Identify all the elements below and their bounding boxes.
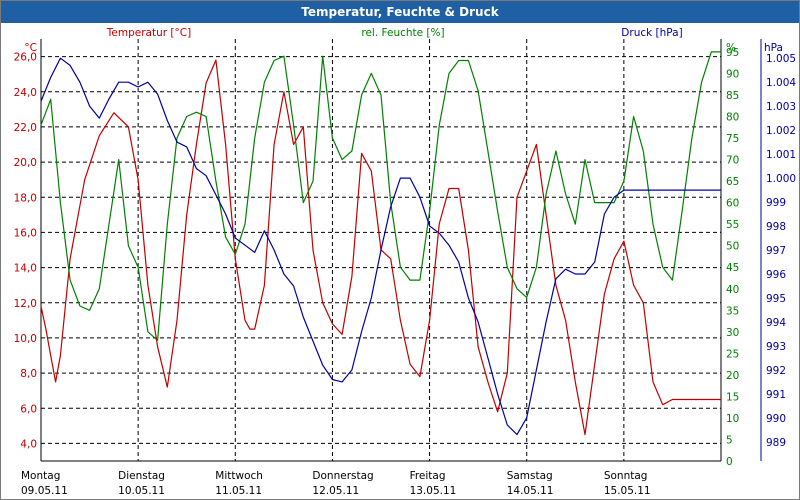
pressure-tick-label: 1.001 <box>766 149 796 161</box>
x-tick-day: Montag <box>21 470 60 482</box>
temperature-tick-label: 26,0 <box>14 52 37 64</box>
temperature-tick-label: 22,0 <box>14 122 37 134</box>
humidity-tick-label: 15 <box>726 391 739 403</box>
humidity-tick-label: 90 <box>726 68 739 80</box>
pressure-tick-label: 990 <box>766 413 786 425</box>
pressure-unit: hPa <box>764 42 783 54</box>
humidity-tick-label: 85 <box>726 90 739 102</box>
pressure-tick-label: 995 <box>766 293 786 305</box>
x-tick-day: Sonntag <box>604 470 648 482</box>
pressure-series-label: Druck [hPa] <box>621 27 682 39</box>
x-tick-date: 14.05.11 <box>507 485 554 497</box>
humidity-tick-label: 5 <box>726 434 733 446</box>
pressure-tick-label: 992 <box>766 365 786 377</box>
x-tick-day: Freitag <box>410 470 446 482</box>
humidity-tick-label: 50 <box>726 241 739 253</box>
humidity-tick-label: 65 <box>726 176 739 188</box>
pressure-tick-label: 989 <box>766 437 786 449</box>
temperature-series-label: Temperatur [°C] <box>106 27 191 39</box>
temperature-tick-label: 8,0 <box>20 368 37 380</box>
humidity-tick-label: 0 <box>726 456 733 468</box>
temperature-tick-label: 12,0 <box>14 298 37 310</box>
humidity-tick-label: 35 <box>726 305 739 317</box>
x-tick-day: Dienstag <box>118 470 165 482</box>
humidity-tick-label: 40 <box>726 284 739 296</box>
humidity-tick-label: 45 <box>726 262 739 274</box>
temperature-tick-label: 14,0 <box>14 263 37 275</box>
temperature-tick-label: 24,0 <box>14 87 37 99</box>
temperature-tick-label: 10,0 <box>14 333 37 345</box>
humidity-tick-label: 70 <box>726 155 739 167</box>
humidity-tick-label: 55 <box>726 219 739 231</box>
pressure-series-line <box>40 57 721 436</box>
humidity-unit: % <box>726 42 736 54</box>
humidity-series-label: rel. Feuchte [%] <box>361 27 444 39</box>
x-tick-date: 13.05.11 <box>410 485 457 497</box>
pressure-tick-label: 999 <box>766 197 786 209</box>
x-tick-day: Mittwoch <box>215 470 263 482</box>
humidity-tick-label: 75 <box>726 133 739 145</box>
x-tick-date: 10.05.11 <box>118 485 165 497</box>
temperature-unit: °C <box>24 42 37 54</box>
temperature-series-line <box>40 59 721 436</box>
pressure-tick-label: 1.005 <box>766 53 796 65</box>
pressure-tick-label: 994 <box>766 317 786 329</box>
x-tick-date: 09.05.11 <box>21 485 68 497</box>
humidity-tick-label: 60 <box>726 198 739 210</box>
pressure-tick-label: 993 <box>766 341 786 353</box>
pressure-tick-label: 997 <box>766 245 786 257</box>
x-tick-date: 11.05.11 <box>215 485 262 497</box>
x-tick-day: Donnerstag <box>312 470 373 482</box>
temperature-tick-label: 4,0 <box>20 438 37 450</box>
humidity-tick-label: 10 <box>726 413 739 425</box>
temperature-tick-label: 18,0 <box>14 192 37 204</box>
x-tick-date: 12.05.11 <box>312 485 359 497</box>
humidity-tick-label: 20 <box>726 370 739 382</box>
pressure-tick-label: 1.004 <box>766 77 796 89</box>
humidity-tick-label: 30 <box>726 327 739 339</box>
temperature-tick-label: 20,0 <box>14 157 37 169</box>
temperature-tick-label: 6,0 <box>20 403 37 415</box>
window-title: Temperatur, Feuchte & Druck <box>1 1 799 23</box>
pressure-tick-label: 1.003 <box>766 101 796 113</box>
temperature-tick-label: 16,0 <box>14 227 37 239</box>
humidity-tick-label: 25 <box>726 348 739 360</box>
x-tick-day: Samstag <box>507 470 553 482</box>
humidity-tick-label: 95 <box>726 47 739 59</box>
pressure-tick-label: 1.002 <box>766 125 796 137</box>
pressure-tick-label: 996 <box>766 269 786 281</box>
x-tick-date: 15.05.11 <box>604 485 651 497</box>
pressure-tick-label: 1.000 <box>766 173 796 185</box>
pressure-tick-label: 998 <box>766 221 786 233</box>
humidity-tick-label: 80 <box>726 112 739 124</box>
humidity-series-line <box>40 51 721 341</box>
pressure-tick-label: 991 <box>766 389 786 401</box>
